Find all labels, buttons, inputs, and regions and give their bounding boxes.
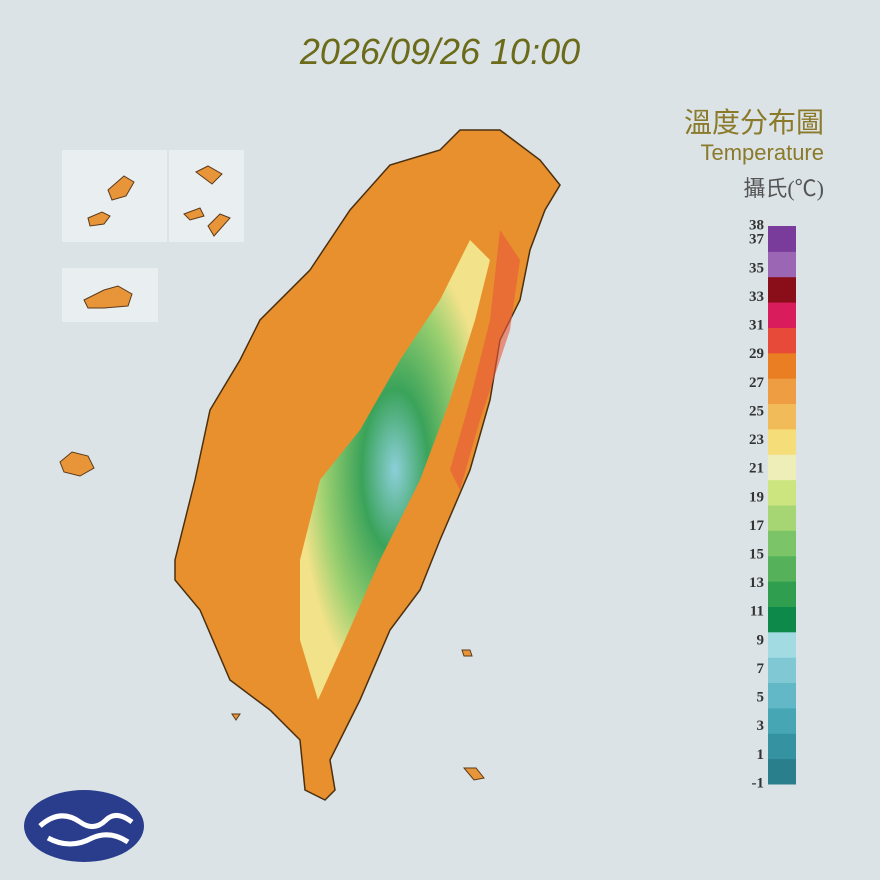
- legend-tick: 37: [749, 232, 765, 248]
- color-band: [768, 251, 796, 278]
- east-hot-zone: [450, 230, 520, 490]
- legend-tick: 13: [749, 575, 764, 591]
- color-band: [768, 631, 796, 658]
- legend-tick: 35: [749, 260, 764, 276]
- color-band: [768, 657, 796, 684]
- color-band: [768, 707, 796, 734]
- color-band: [768, 378, 796, 405]
- legend-tick: 3: [757, 718, 765, 734]
- mountain-range: [300, 240, 490, 700]
- legend-title: 溫度分布圖: [684, 107, 824, 139]
- color-band: [768, 276, 796, 303]
- legend-tick: 25: [749, 403, 764, 419]
- legend-tick: 7: [757, 661, 765, 677]
- legend-tick: 21: [749, 461, 764, 477]
- timestamp: 2026/09/26 10:00: [299, 31, 580, 72]
- legend-tick: 29: [749, 346, 764, 362]
- color-band: [768, 302, 796, 328]
- color-band: [768, 581, 796, 607]
- legend-tick: 1: [757, 747, 765, 763]
- color-band: [768, 682, 796, 709]
- legend-tick: 15: [749, 547, 764, 563]
- legend-tick: 38: [749, 217, 764, 233]
- logo-swirl: [38, 813, 134, 847]
- legend-tick: -1: [752, 775, 765, 791]
- color-band: [768, 530, 796, 557]
- color-band: [768, 505, 796, 531]
- legend-unit: 攝氏(℃): [743, 176, 824, 201]
- color-band: [768, 403, 796, 430]
- legend-tick: 33: [749, 289, 764, 305]
- legend-tick: 31: [749, 318, 764, 334]
- legend-subtitle: Temperature: [700, 140, 824, 165]
- color-band: [768, 352, 796, 379]
- legend-tick: 9: [757, 632, 765, 648]
- color-band: [768, 479, 796, 506]
- legend-tick: 11: [750, 604, 764, 620]
- color-band: [768, 733, 796, 760]
- color-band: [768, 555, 796, 582]
- legend-tick: 23: [749, 432, 764, 448]
- color-band: [768, 758, 796, 785]
- legend-tick: 17: [749, 518, 765, 534]
- legend-tick: 5: [757, 690, 765, 706]
- islands: [59, 165, 485, 781]
- color-band: [768, 327, 796, 354]
- legend-tick: 19: [749, 489, 764, 505]
- color-band: [768, 606, 796, 633]
- color-band: [768, 226, 796, 252]
- color-band: [768, 428, 796, 455]
- legend-tick: 27: [749, 375, 765, 391]
- color-band: [768, 454, 796, 481]
